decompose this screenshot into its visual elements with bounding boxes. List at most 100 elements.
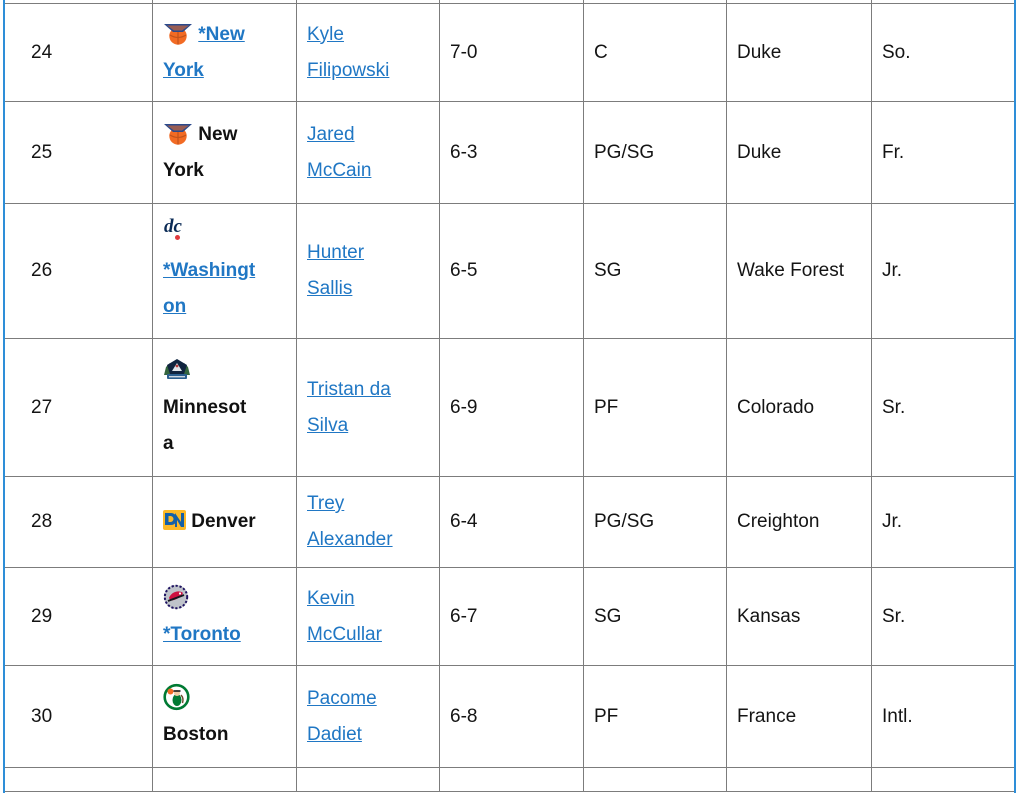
pick-number: 25 (31, 141, 53, 163)
celtics-logo (163, 683, 190, 711)
position-cell: PG/SG (583, 101, 727, 204)
school-cell: Duke (726, 3, 872, 102)
team-name: Minnesota (163, 396, 247, 454)
pick-number: 27 (31, 396, 53, 418)
player-link[interactable]: Kevin McCullar (307, 587, 382, 645)
player-link[interactable]: Pacome Dadiet (307, 687, 377, 745)
draft-row: 27 Minnesota Tristan da Silva 6-9 PF Col… (3, 338, 1016, 477)
height-cell: 6-9 (439, 338, 584, 477)
position-cell: PF (583, 338, 727, 477)
height-value: 6-8 (450, 705, 478, 727)
height-cell: 6-4 (439, 476, 584, 568)
draft-table: 24 *New York Kyle Filipowski 7-0 C Duke … (3, 0, 1016, 792)
pick-cell: 24 (3, 3, 153, 102)
pick-cell: 28 (3, 476, 153, 568)
pick-cell: 27 (3, 338, 153, 477)
team-cell: dc *Washington (152, 203, 297, 339)
school-cell: Wake Forest (726, 203, 872, 339)
team-link[interactable]: *Washington (163, 260, 256, 317)
pick-cell: 29 (3, 567, 153, 666)
draft-row: 28 Denver Trey Alexander 6-4 PG/SG Creig… (3, 476, 1016, 568)
pick-cell: 26 (3, 203, 153, 339)
knicks-logo (163, 120, 193, 146)
class-value: Jr. (882, 511, 903, 532)
class-cell: Jr. (871, 476, 1016, 568)
position-cell: SG (583, 567, 727, 666)
height-cell: 6-7 (439, 567, 584, 666)
class-value: Fr. (882, 141, 905, 163)
school-value: Creighton (737, 511, 820, 532)
school-value: Duke (737, 141, 782, 163)
player-link[interactable]: Kyle Filipowski (307, 23, 390, 81)
knicks-logo (163, 20, 193, 46)
position-value: SG (594, 605, 622, 627)
player-cell: Kevin McCullar (296, 567, 440, 666)
school-cell: Creighton (726, 476, 872, 568)
player-cell: Tristan da Silva (296, 338, 440, 477)
position-value: SG (594, 260, 622, 281)
class-cell: So. (871, 3, 1016, 102)
school-value: France (737, 705, 797, 727)
school-value: Duke (737, 41, 782, 63)
class-cell: Jr. (871, 203, 1016, 339)
team-name: Boston (163, 723, 229, 745)
draft-row: 24 *New York Kyle Filipowski 7-0 C Duke … (3, 3, 1016, 102)
player-cell: Kyle Filipowski (296, 3, 440, 102)
class-value: Sr. (882, 396, 906, 418)
team-cell: New York (152, 101, 297, 204)
player-link[interactable]: Trey Alexander (307, 493, 393, 550)
position-value: C (594, 41, 608, 63)
pick-number: 30 (31, 705, 53, 727)
position-cell: PG/SG (583, 476, 727, 568)
team-cell: *New York (152, 3, 297, 102)
class-value: Sr. (882, 605, 906, 627)
height-value: 7-0 (450, 41, 478, 63)
pick-cell: 30 (3, 665, 153, 768)
team-name: New York (163, 123, 238, 181)
school-value: Wake Forest (737, 260, 844, 281)
partial-row-below (3, 767, 1016, 792)
team-name: Denver (191, 511, 256, 532)
team-link[interactable]: *Toronto (163, 623, 241, 645)
height-cell: 6-5 (439, 203, 584, 339)
pick-number: 28 (31, 511, 53, 532)
school-cell: France (726, 665, 872, 768)
player-cell: Pacome Dadiet (296, 665, 440, 768)
height-cell: 6-8 (439, 665, 584, 768)
player-link[interactable]: Jared McCain (307, 123, 372, 181)
height-value: 6-4 (450, 511, 478, 532)
player-link[interactable]: Tristan da Silva (307, 378, 391, 436)
position-cell: SG (583, 203, 727, 339)
pick-cell: 25 (3, 101, 153, 204)
draft-table-wrap: 24 *New York Kyle Filipowski 7-0 C Duke … (3, 0, 1016, 792)
position-value: PF (594, 396, 619, 418)
player-cell: Trey Alexander (296, 476, 440, 568)
team-cell: Denver (152, 476, 297, 568)
position-value: PF (594, 705, 619, 727)
position-cell: C (583, 3, 727, 102)
pick-number: 29 (31, 605, 53, 627)
height-value: 6-5 (450, 260, 478, 281)
school-value: Kansas (737, 605, 801, 627)
class-cell: Sr. (871, 338, 1016, 477)
draft-row: 25 New York Jared McCain 6-3 PG/SG Duke … (3, 101, 1016, 204)
school-value: Colorado (737, 396, 815, 418)
player-cell: Hunter Sallis (296, 203, 440, 339)
timberwolves-logo (163, 358, 191, 382)
draft-row: 30 Boston Pacome Dadiet 6-8 PF France In… (3, 665, 1016, 768)
school-cell: Colorado (726, 338, 872, 477)
team-cell: *Toronto (152, 567, 297, 666)
school-cell: Duke (726, 101, 872, 204)
partial-row-above (3, 0, 1016, 4)
position-value: PG/SG (594, 141, 655, 163)
height-cell: 6-3 (439, 101, 584, 204)
team-cell: Boston (152, 665, 297, 768)
nuggets-logo (163, 510, 186, 531)
team-link[interactable]: *New York (163, 23, 245, 81)
height-value: 6-3 (450, 141, 478, 163)
player-link[interactable]: Hunter Sallis (307, 242, 365, 299)
player-cell: Jared McCain (296, 101, 440, 204)
highlight-border-right (1014, 0, 1016, 793)
class-cell: Intl. (871, 665, 1016, 768)
position-value: PG/SG (594, 511, 655, 532)
